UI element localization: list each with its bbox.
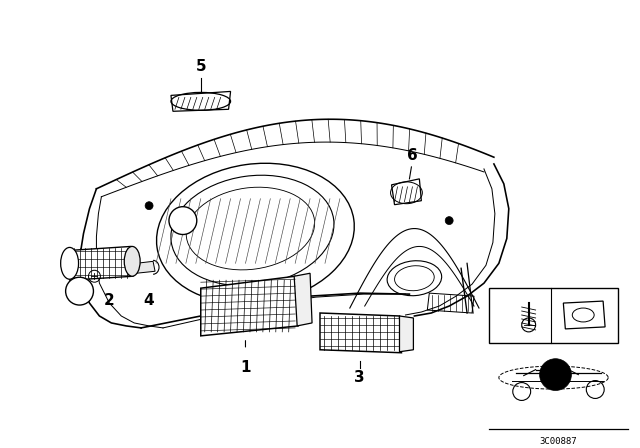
Text: 8: 8 <box>557 296 564 306</box>
Polygon shape <box>320 313 401 353</box>
Ellipse shape <box>124 246 140 276</box>
Text: 7: 7 <box>495 296 502 306</box>
Circle shape <box>540 359 572 391</box>
Text: 6: 6 <box>407 148 418 163</box>
Polygon shape <box>392 179 421 205</box>
Polygon shape <box>136 261 155 273</box>
Polygon shape <box>563 301 605 329</box>
Polygon shape <box>70 246 133 280</box>
Bar <box>489 288 618 343</box>
Circle shape <box>445 217 453 224</box>
Polygon shape <box>201 276 298 336</box>
Circle shape <box>169 207 196 234</box>
Circle shape <box>145 202 153 210</box>
Text: 5: 5 <box>195 59 206 73</box>
Text: 8: 8 <box>179 215 187 226</box>
Circle shape <box>66 277 93 305</box>
Text: 3C00887: 3C00887 <box>540 437 577 446</box>
Text: 2: 2 <box>104 293 115 308</box>
Polygon shape <box>171 91 230 111</box>
Text: 4: 4 <box>144 293 154 308</box>
Polygon shape <box>399 316 413 352</box>
Polygon shape <box>294 273 312 326</box>
Text: 3: 3 <box>355 370 365 385</box>
Text: 7: 7 <box>76 286 83 296</box>
Text: 1: 1 <box>240 360 251 375</box>
Ellipse shape <box>61 247 79 279</box>
